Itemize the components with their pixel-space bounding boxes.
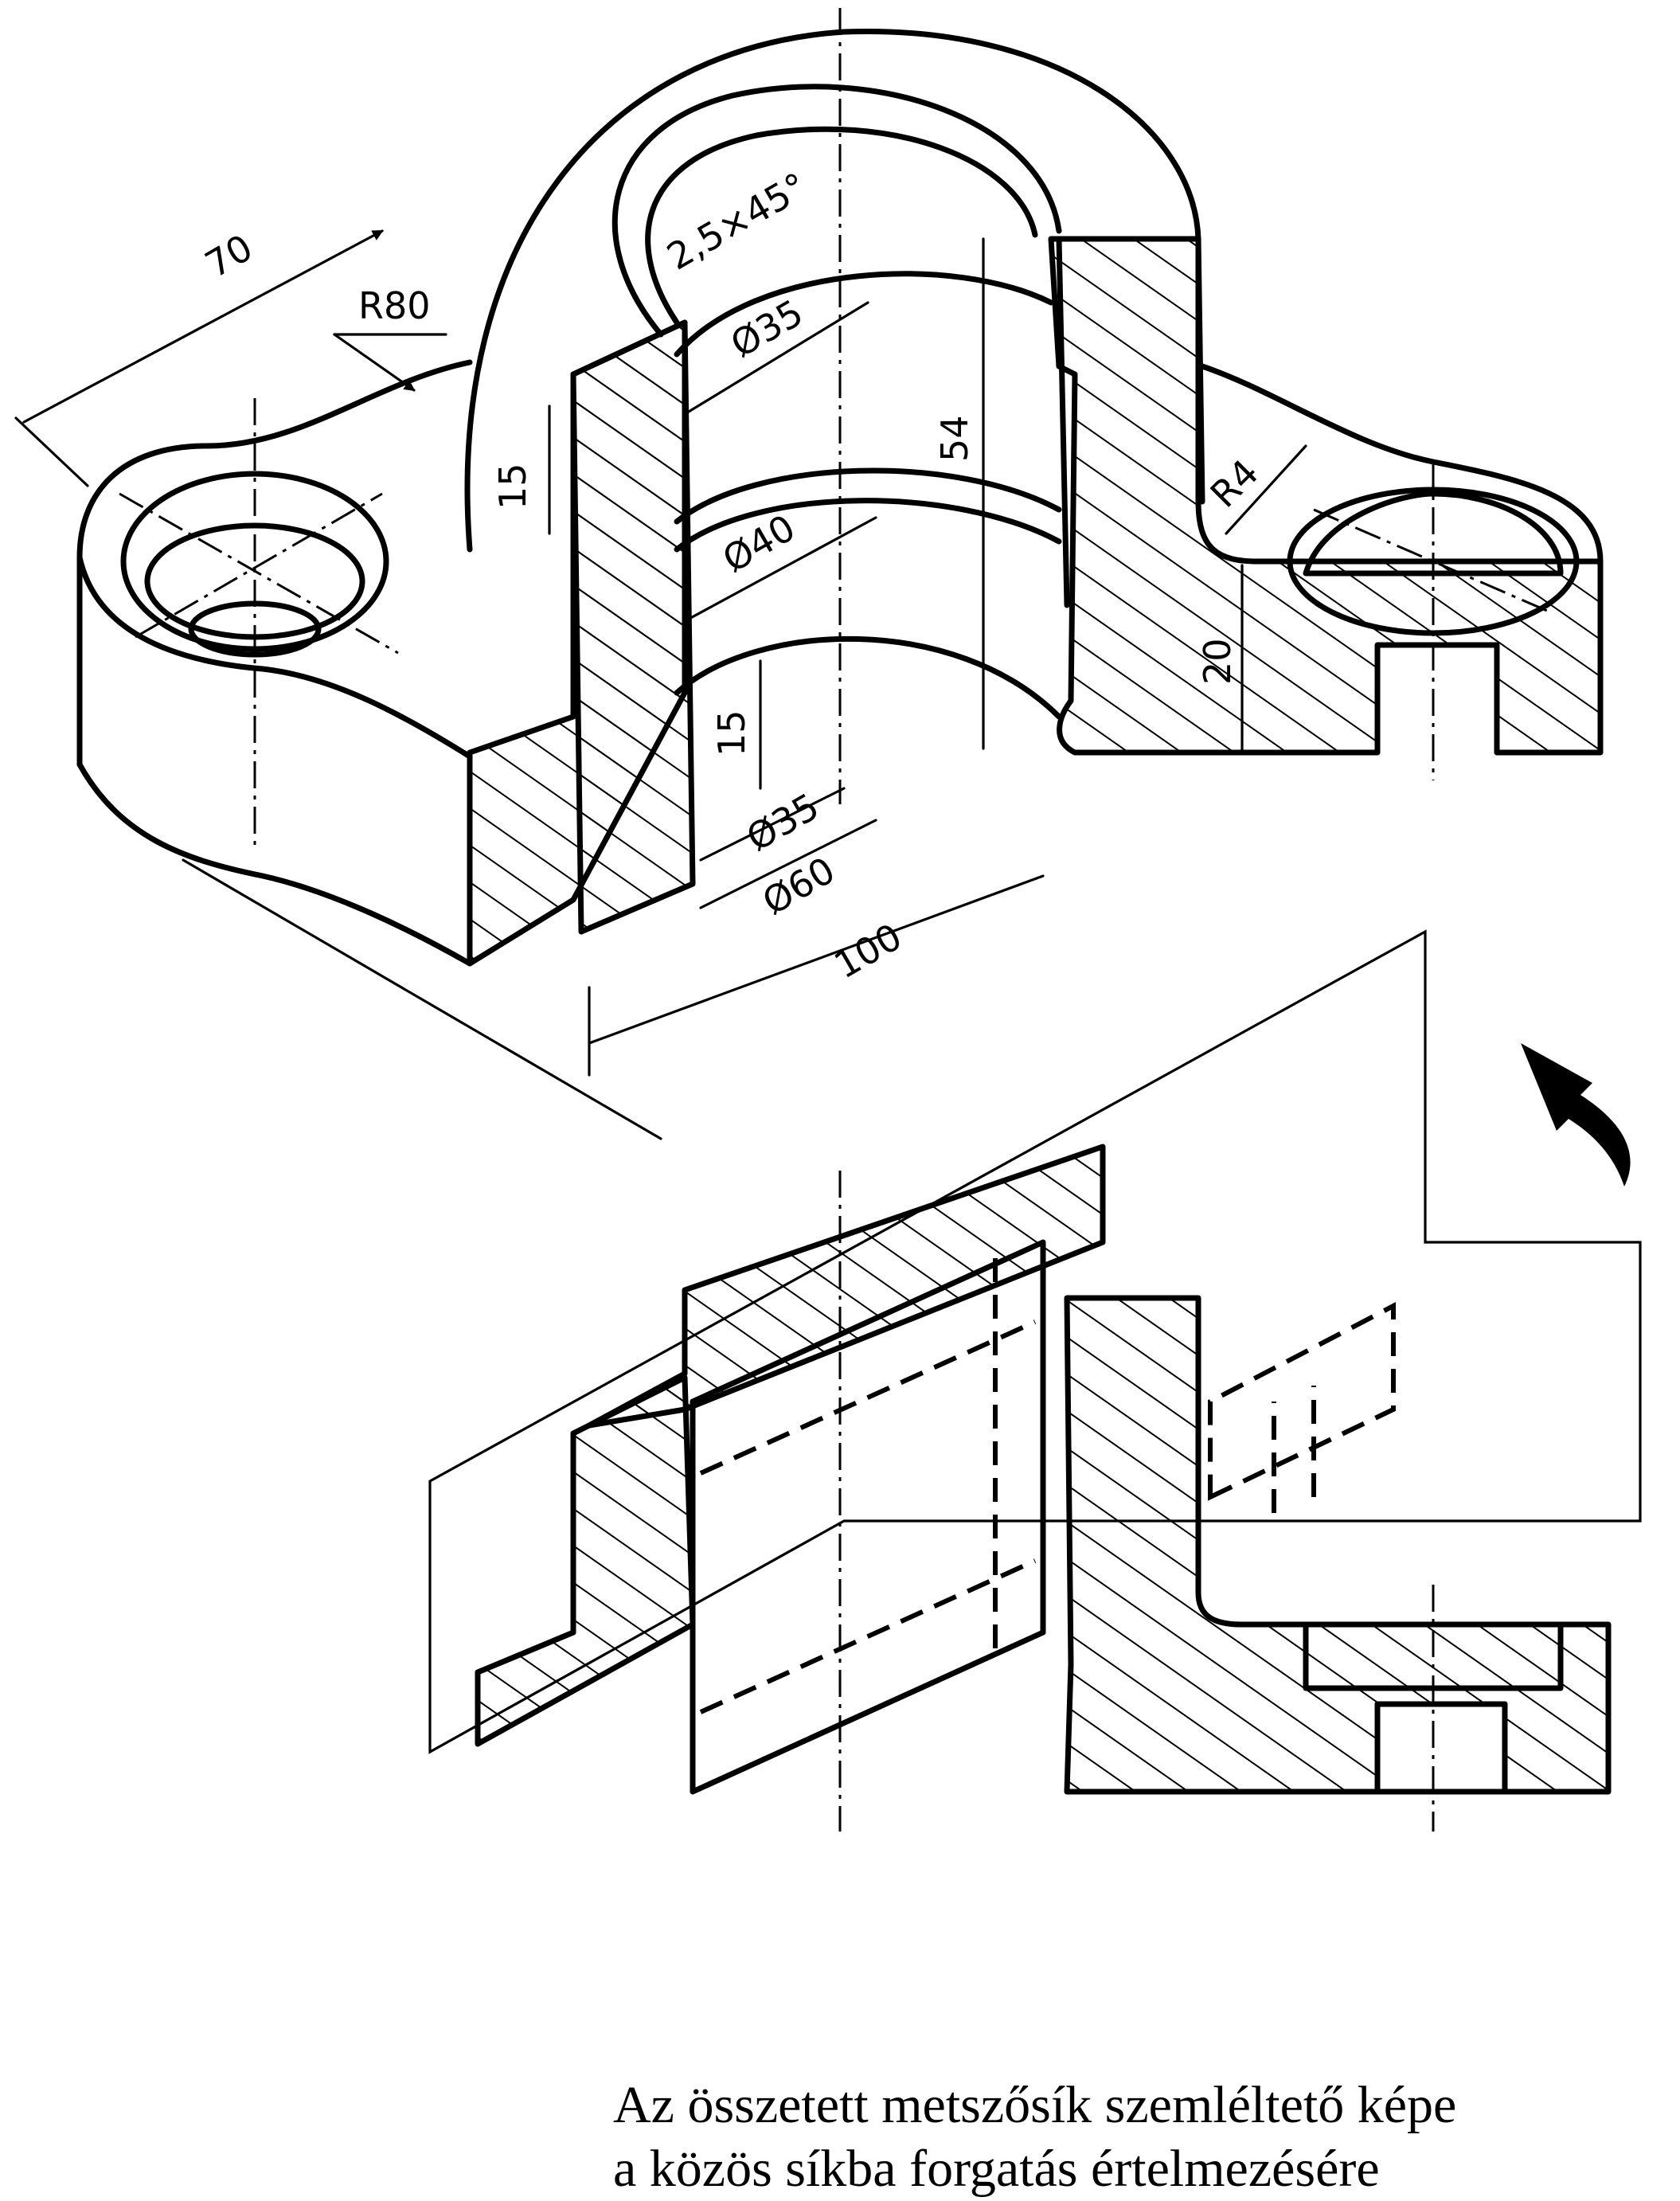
bore-rim-outer (611, 84, 1062, 338)
dim-r4-leader (1225, 444, 1307, 535)
dim-dia40-line (683, 516, 877, 623)
rotation-arrow-icon (1521, 1043, 1631, 1187)
boss-outer-edge (464, 28, 1201, 553)
dim-chamfer-label: 2,5×45° (660, 164, 815, 278)
bore-profile-slanted (690, 1239, 1046, 1795)
right-hole-rect (1374, 1701, 1508, 1795)
dim-100-label: 100 (827, 915, 909, 987)
dim-dia35-top-line (683, 301, 869, 416)
hidden-flange-lines (1208, 1302, 1396, 1513)
bore-step-1 (674, 271, 1054, 358)
dim-dia35-low-line (699, 787, 846, 862)
right-flat-section (1064, 1295, 1612, 1795)
right-hole-axis-a (1313, 508, 1553, 615)
left-flange-top (76, 359, 473, 768)
bore-rim-inner (645, 126, 1038, 326)
dim-15-lower-label: 15 (710, 710, 753, 756)
caption-line-2: a közös síkba forgatás értelmezésére (613, 2140, 1380, 2198)
dim-dia35-low-label: Ø35 (740, 784, 826, 859)
isometric-section-view: 70 R80 2,5×45° Ø35 15 Ø40 54 R4 20 15 Ø3… (14, 8, 1604, 1140)
dim-20-label: 20 (1196, 638, 1239, 685)
dim-70-line (22, 229, 384, 424)
dim-70-ext (14, 416, 89, 487)
bore-step-3 (674, 498, 1062, 553)
dim-54-label: 54 (933, 415, 976, 462)
hidden-bore-lines (699, 1258, 1037, 1714)
dim-r80-arrow (333, 333, 416, 392)
left-slanted-section (475, 1374, 696, 1747)
dim-70-label: 70 (198, 225, 260, 286)
flange-hole-axis-b (135, 492, 383, 639)
caption-line-1: Az összetett metszősík szemléltető képe (613, 2076, 1456, 2134)
bore-step-2 (674, 467, 1062, 525)
dim-dia60-line (699, 819, 877, 909)
right-section-face (1048, 236, 1604, 756)
left-slanted-upper (586, 1144, 1106, 1429)
right-counterbore-rect (1303, 1621, 1564, 1691)
dim-r4-label: R4 (1202, 451, 1267, 515)
flange-hole-axis-a (119, 492, 399, 655)
bore-bottom (674, 635, 1062, 720)
left-flange-upper-edge (76, 554, 473, 760)
combined-section-plane-view (428, 929, 1642, 1832)
dim-r80-label: R80 (358, 284, 431, 327)
dim-dia40-label: Ø40 (716, 506, 803, 581)
right-hole-counterbore (1303, 491, 1564, 577)
dim-15-left-label: 15 (491, 463, 534, 510)
dim-dia35-top-label: Ø35 (724, 291, 811, 366)
dim-100-line (588, 874, 1045, 1045)
left-flange-bottom (76, 761, 473, 967)
dim-100-ext-b (182, 858, 662, 1140)
left-wall-section (570, 319, 696, 935)
